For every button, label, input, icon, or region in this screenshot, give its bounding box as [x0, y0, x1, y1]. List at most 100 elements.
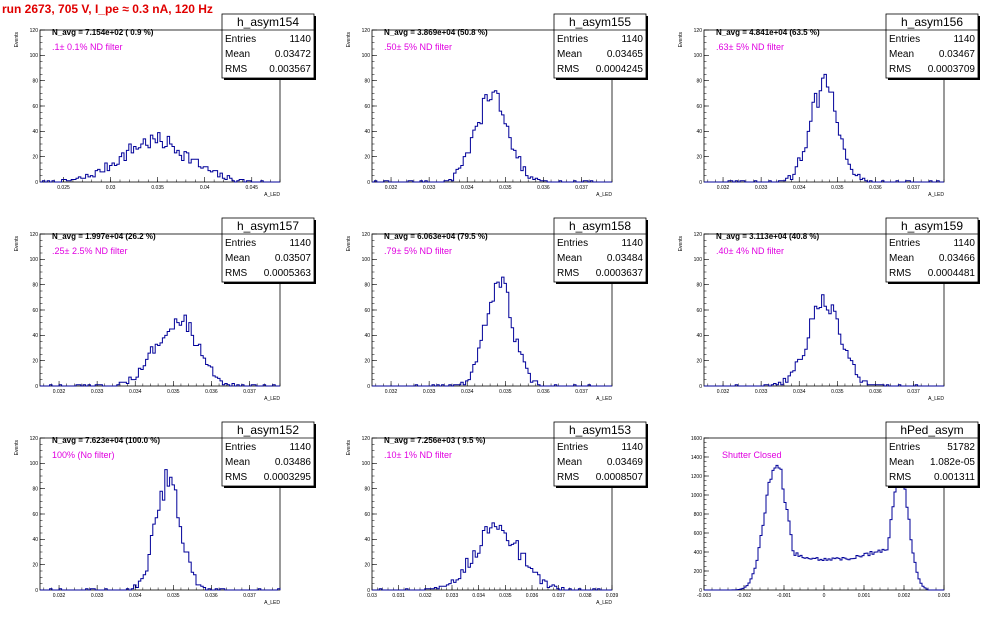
x-tick-label: 0.033 [755, 389, 768, 395]
x-tick-label: 0.034 [472, 593, 485, 599]
x-axis-title: A_LED [596, 600, 612, 606]
stats-value: 0.0003637 [596, 268, 644, 279]
histogram-line [40, 469, 281, 591]
y-tick-label: 80 [364, 78, 370, 84]
stats-key: RMS [225, 472, 248, 483]
y-tick-label: 100 [30, 461, 39, 467]
filter-label: .40± 4% ND filter [716, 246, 784, 256]
stats-key: Entries [557, 442, 588, 453]
histogram-line [372, 522, 612, 591]
y-tick-label: 100 [362, 461, 371, 467]
x-axis-title: A_LED [264, 192, 280, 198]
x-tick-label: 0.035 [831, 185, 844, 191]
x-tick-label: 0.033 [446, 593, 459, 599]
stats-value: 0.03469 [607, 457, 644, 468]
stats-box: h_asym157 Entries 1140 Mean 0.03507 RMS 0.0005… [221, 217, 316, 284]
x-tick-label: 0.035 [831, 389, 844, 395]
y-tick-label: 0 [699, 588, 702, 594]
histogram-name: h_asym158 [569, 219, 631, 233]
stats-key: RMS [557, 268, 580, 279]
x-tick-label: -0.003 [697, 593, 711, 599]
filter-label: 100% (No filter) [52, 450, 115, 460]
x-tick-label: 0.036 [869, 185, 882, 191]
stats-box: h_asym156 Entries 1140 Mean 0.03467 RMS 0.0003… [885, 13, 980, 80]
y-tick-label: 60 [32, 512, 38, 518]
stats-value: 0.03465 [607, 49, 644, 60]
page-title: run 2673, 705 V, I_pe ≈ 0.3 nA, 120 Hz [2, 2, 213, 16]
histogram-panel-h_asym159: 0 20 40 60 80 100 120 0.032 0.033 0.034 0.035 0.036… [678, 217, 980, 402]
stats-key: Mean [889, 253, 914, 264]
histogram-line [372, 90, 612, 183]
stats-box: h_asym155 Entries 1140 Mean 0.03465 RMS 0.0004… [553, 13, 648, 80]
y-tick-label: 20 [696, 154, 702, 160]
y-tick-label: 20 [364, 562, 370, 568]
navg-label: N_avg = 7.623e+04 (100.0 %) [52, 436, 160, 445]
y-tick-label: 60 [364, 104, 370, 110]
x-tick-label: 0.003 [938, 593, 951, 599]
stats-value: 1140 [621, 34, 643, 45]
histogram-panel-h_asym155: 0 20 40 60 80 100 120 0.032 0.033 0.034 0.035 0.036… [346, 13, 648, 198]
stats-box: h_asym159 Entries 1140 Mean 0.03466 RMS 0.0004… [885, 217, 980, 284]
x-tick-label: 0.032 [53, 389, 66, 395]
stats-key: Entries [889, 34, 920, 45]
filter-label: Shutter Closed [722, 450, 782, 460]
navg-label: N_avg = 3.869e+04 (50.8 %) [384, 28, 488, 37]
histogram-panel-h_asym154: 0 20 40 60 80 100 120 0.025 0.03 0.035 0.04 0.045 Ev… [14, 13, 316, 198]
stats-key: Entries [557, 34, 588, 45]
y-tick-label: 60 [364, 512, 370, 518]
navg-label: N_avg = 1.997e+04 (26.2 %) [52, 232, 156, 241]
x-tick-label: 0.037 [575, 185, 588, 191]
x-tick-label: 0.03 [106, 185, 116, 191]
histogram-line [704, 294, 944, 387]
y-tick-label: 120 [30, 436, 39, 442]
x-tick-label: 0.035 [167, 593, 180, 599]
x-tick-label: 0.034 [129, 389, 142, 395]
y-tick-label: 40 [364, 333, 370, 339]
stats-key: Entries [889, 442, 920, 453]
histogram-name: h_asym153 [569, 423, 631, 437]
histogram-panel-h_asym152: 0 20 40 60 80 100 120 0.032 0.033 0.034 0.035 0.036… [14, 421, 316, 606]
x-tick-label: 0.034 [129, 593, 142, 599]
x-axis-title: A_LED [596, 192, 612, 198]
y-tick-label: 0 [35, 384, 38, 390]
y-tick-label: 0 [35, 588, 38, 594]
histogram-panel-hPed_asym: 0 200 400 600 800 1000 1200 1400 1600 -0.003 -0.00… [691, 421, 980, 599]
y-tick-label: 80 [32, 486, 38, 492]
filter-label: .50± 5% ND filter [384, 42, 452, 52]
filter-label: .79± 5% ND filter [384, 246, 452, 256]
x-tick-label: 0.036 [205, 593, 218, 599]
x-tick-label: 0.036 [869, 389, 882, 395]
y-tick-label: 80 [32, 282, 38, 288]
x-tick-label: 0.032 [717, 185, 730, 191]
y-tick-label: 120 [362, 28, 371, 34]
x-tick-label: 0.034 [793, 389, 806, 395]
filter-label: .10± 1% ND filter [384, 450, 452, 460]
x-tick-label: 0.045 [246, 185, 259, 191]
y-tick-label: 120 [694, 232, 703, 238]
y-axis-title: Events [346, 32, 352, 48]
x-tick-label: 0.034 [461, 185, 474, 191]
x-tick-label: 0.033 [91, 593, 104, 599]
x-tick-label: 0.032 [717, 389, 730, 395]
stats-value: 0.0004245 [596, 64, 644, 75]
filter-label: .63± 5% ND filter [716, 42, 784, 52]
y-tick-label: 100 [694, 257, 703, 263]
x-tick-label: 0 [823, 593, 826, 599]
x-tick-label: 0.035 [499, 389, 512, 395]
stats-key: RMS [889, 64, 912, 75]
x-tick-label: 0.032 [385, 389, 398, 395]
x-tick-label: 0.033 [91, 389, 104, 395]
y-tick-label: 120 [694, 28, 703, 34]
y-tick-label: 20 [32, 358, 38, 364]
y-tick-label: 60 [696, 104, 702, 110]
y-tick-label: 40 [696, 333, 702, 339]
histogram-name: hPed_asym [900, 423, 963, 437]
stats-value: 1140 [953, 34, 975, 45]
y-tick-label: 0 [699, 384, 702, 390]
stats-key: RMS [889, 472, 912, 483]
stats-value: 0.0008507 [596, 472, 644, 483]
x-tick-label: 0.037 [243, 389, 256, 395]
y-tick-label: 120 [362, 436, 371, 442]
y-tick-label: 100 [30, 257, 39, 263]
x-tick-label: 0.037 [243, 593, 256, 599]
